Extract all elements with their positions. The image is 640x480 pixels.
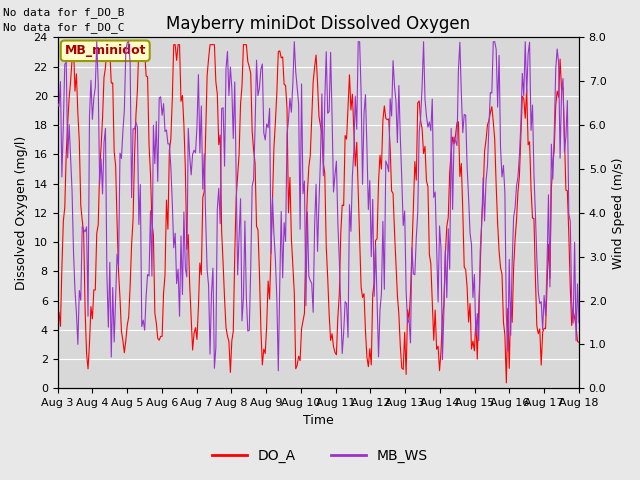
Text: No data for f_DO_B: No data for f_DO_B [3,7,125,18]
Y-axis label: Dissolved Oxygen (mg/l): Dissolved Oxygen (mg/l) [15,136,28,290]
Text: MB_minidot: MB_minidot [65,44,146,57]
Text: No data for f_DO_C: No data for f_DO_C [3,22,125,33]
Title: Mayberry miniDot Dissolved Oxygen: Mayberry miniDot Dissolved Oxygen [166,15,470,33]
X-axis label: Time: Time [303,414,333,427]
Legend: DO_A, MB_WS: DO_A, MB_WS [207,443,433,468]
Y-axis label: Wind Speed (m/s): Wind Speed (m/s) [612,157,625,269]
